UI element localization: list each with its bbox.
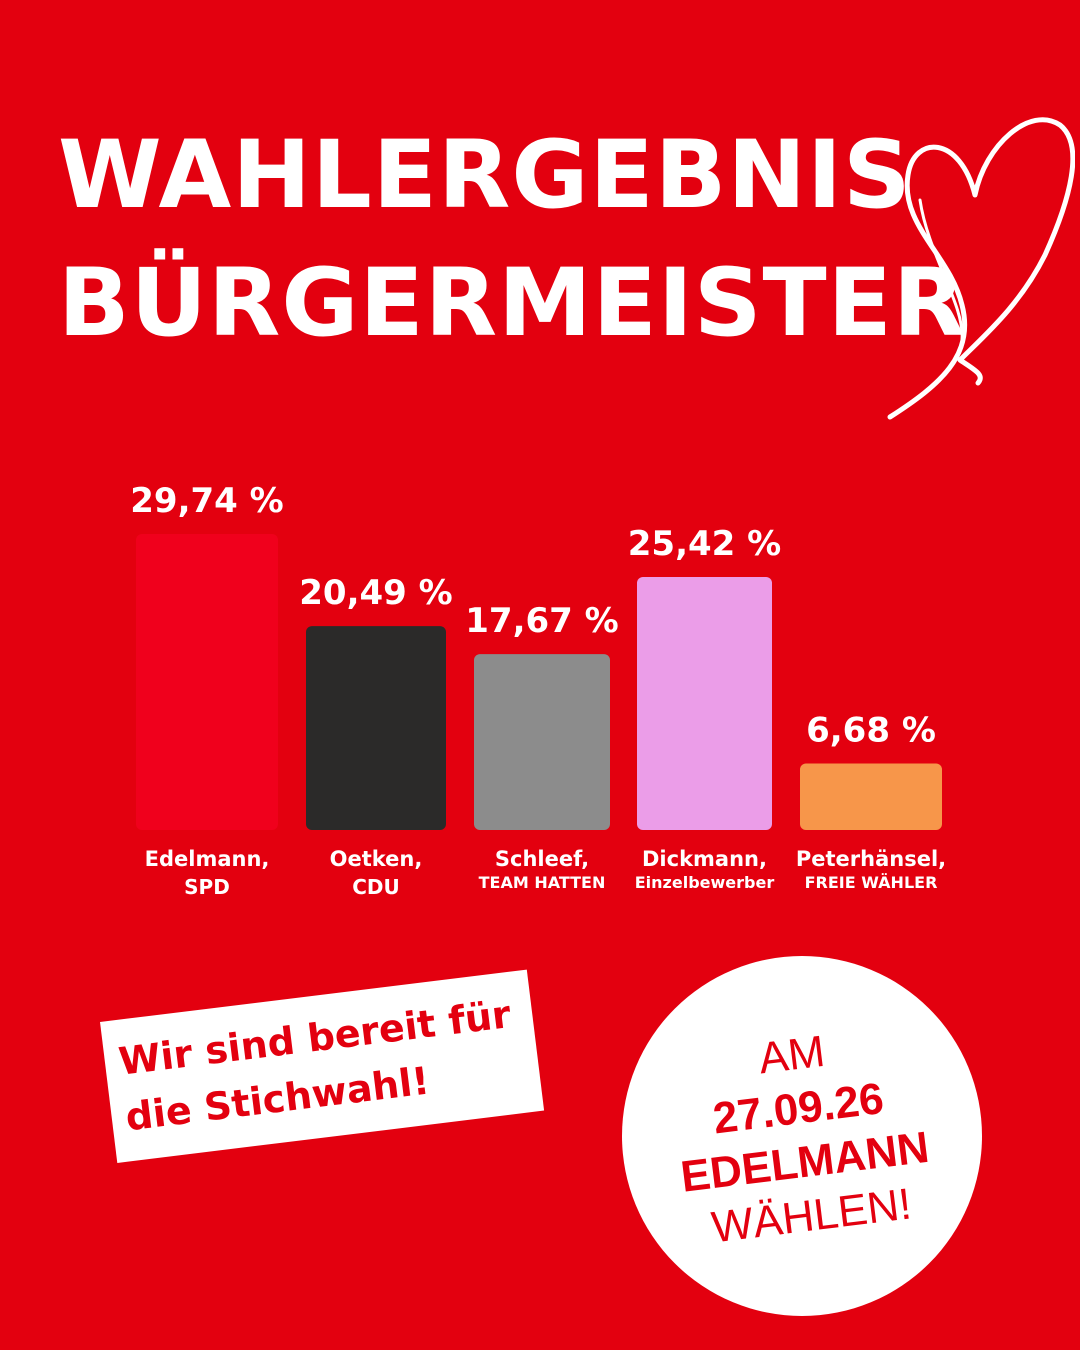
category-name-1: Edelmann, [145,847,270,871]
headline-line-1: WAHLERGEBNIS [58,121,912,230]
category-party-4: Einzelbewerber [635,873,775,892]
bar-1 [136,534,278,830]
category-party-5: FREIE WÄHLER [805,873,938,892]
headline-line-2: BÜRGERMEISTER [58,249,967,358]
bar-3 [474,654,610,830]
category-name-3: Schleef, [495,847,589,871]
heart-outline-icon [887,117,1075,420]
vote-date-badge-text: AM 27.09.26 EDELMANN WÄHLEN! [665,1014,939,1259]
value-label-5: 6,68 % [806,711,936,751]
category-party-3: TEAM HATTEN [479,873,606,892]
category-name-2: Oetken, [330,847,423,871]
value-label-4: 25,42 % [628,524,781,564]
category-party-2: CDU [352,875,400,899]
bar-2 [306,626,446,830]
category-name-5: Peterhänsel, [796,847,946,871]
vote-date-badge: AM 27.09.26 EDELMANN WÄHLEN! [622,956,982,1316]
category-party-1: SPD [184,875,230,899]
headline: WAHLERGEBNIS BÜRGERMEISTER [58,112,966,368]
value-label-2: 20,49 % [299,573,452,613]
value-label-1: 29,74 % [130,481,283,521]
category-name-4: Dickmann, [642,847,767,871]
value-label-3: 17,67 % [465,601,618,641]
bar-4 [637,576,772,830]
stichwahl-banner: Wir sind bereit für die Stichwahl! [100,969,545,1163]
bar-5 [800,763,942,830]
bar-chart: 29,74 % Edelmann, SPD 20,49 % Oetken, CDU 17,6… [130,481,946,899]
